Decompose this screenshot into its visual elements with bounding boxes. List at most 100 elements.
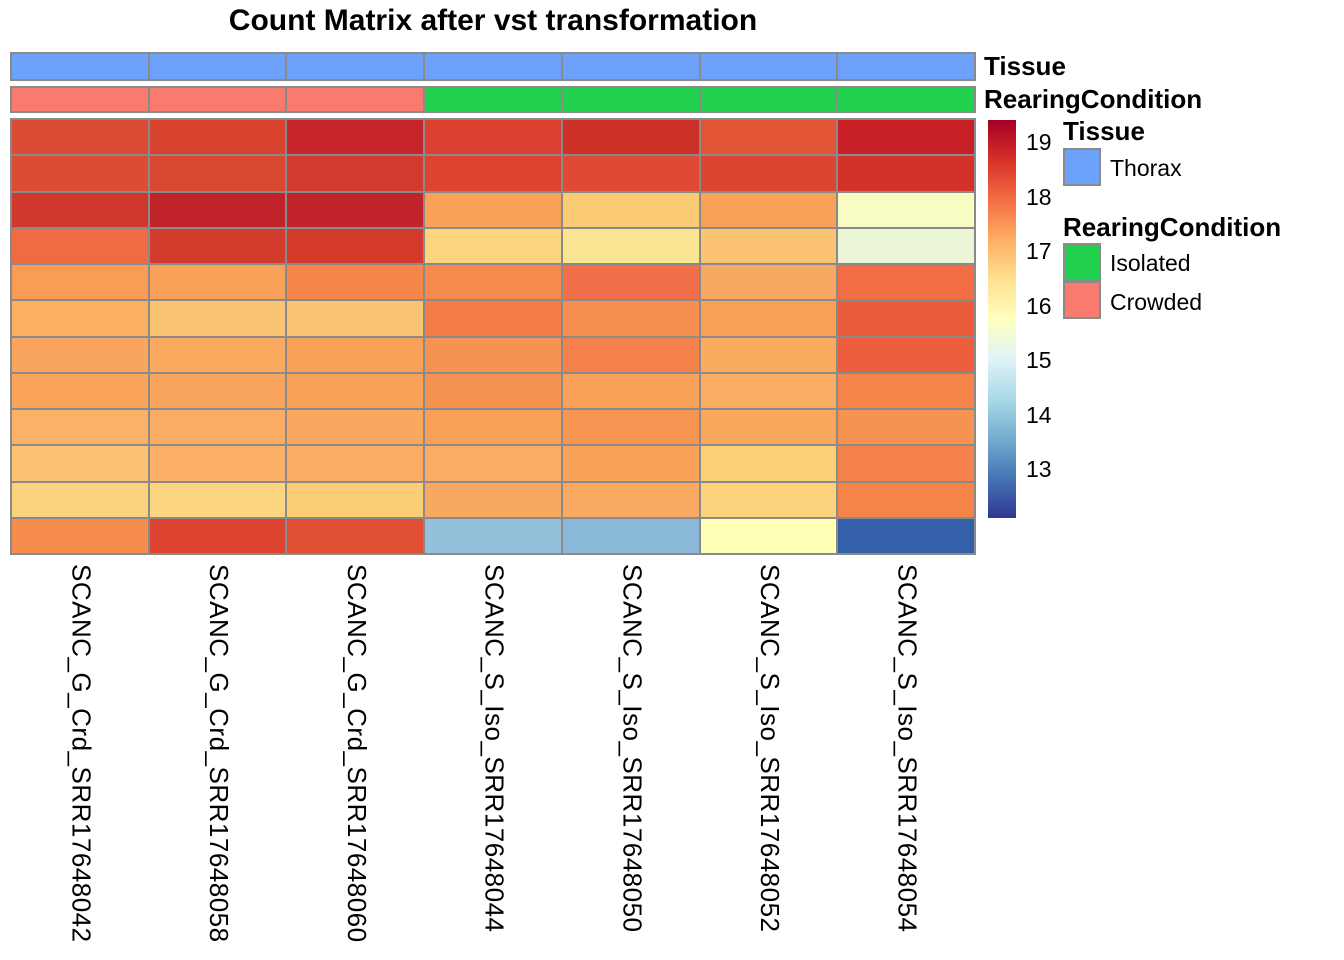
column-label: SCANC_S_Iso_SRR17648054: [892, 564, 923, 933]
annotation-cell-tissue-thorax: [425, 54, 561, 79]
heatmap-cell: [149, 373, 286, 408]
legend-swatch-isolated: [1063, 243, 1101, 281]
heatmap-cell: [287, 482, 424, 517]
heatmap-cell: [287, 518, 424, 553]
heatmap-cell: [838, 192, 974, 227]
heatmap-cell: [12, 482, 148, 517]
heatmap-cell: [700, 120, 837, 155]
colorbar-tick-label: 17: [1026, 238, 1052, 264]
colorbar-tick-label: 14: [1026, 401, 1052, 428]
heatmap-cell: [287, 337, 424, 372]
heatmap-cell: [149, 482, 286, 517]
heatmap-cell: [700, 446, 837, 481]
colorbar-tick-label: 19: [1026, 129, 1052, 155]
heatmap-cell: [700, 156, 837, 191]
annotation-cell-tissue-thorax: [562, 54, 699, 79]
heatmap-cell: [562, 301, 699, 336]
heatmap-cell: [562, 373, 699, 408]
heatmap-cell: [838, 337, 974, 372]
heatmap-cell: [425, 446, 561, 481]
legend-label-crowded: Crowded: [1110, 289, 1203, 315]
heatmap-cell: [838, 120, 974, 155]
heatmap-cell: [12, 120, 148, 155]
heatmap-cell: [700, 410, 837, 445]
heatmap-cell: [12, 518, 148, 553]
heatmap-cell: [425, 518, 561, 553]
annotation-cell-rearingcondition-isolated: [838, 88, 974, 111]
legend-title-rearingcondition: RearingCondition: [1063, 212, 1282, 242]
heatmap-cell: [838, 373, 974, 408]
heatmap-cell: [562, 337, 699, 372]
heatmap-cell: [700, 192, 837, 227]
heatmap-cell: [149, 120, 286, 155]
heatmap-cell: [12, 265, 148, 300]
heatmap-cell: [700, 265, 837, 300]
legend-label-thorax: Thorax: [1110, 155, 1182, 181]
annotation-track-label-rearingcondition: RearingCondition: [984, 84, 1203, 114]
heatmap-cell: [700, 337, 837, 372]
legend-swatch-crowded: [1063, 281, 1101, 319]
annotation-track-label-tissue: Tissue: [984, 51, 1066, 81]
annotation-cell-rearingcondition-crowded: [149, 88, 286, 111]
heatmap-cell: [838, 156, 974, 191]
heatmap-cell: [425, 156, 561, 191]
column-label: SCANC_S_Iso_SRR17648050: [617, 564, 648, 933]
colorbar: [988, 120, 1016, 518]
heatmap-cell: [562, 410, 699, 445]
page-title: Count Matrix after vst transformation: [228, 4, 758, 37]
heatmap-cell: [562, 192, 699, 227]
legend-title-tissue: Tissue: [1063, 116, 1145, 146]
heatmap-cell: [287, 410, 424, 445]
annotation-cell-rearingcondition-isolated: [700, 88, 837, 111]
heatmap-cell: [12, 446, 148, 481]
heatmap-cell: [700, 301, 837, 336]
heatmap-cell: [838, 301, 974, 336]
heatmap-cell: [149, 156, 286, 191]
annotation-track-tissue: [10, 52, 976, 81]
heatmap-cell: [425, 373, 561, 408]
heatmap-cell: [562, 446, 699, 481]
heatmap-cell: [425, 482, 561, 517]
heatmap-cell: [12, 373, 148, 408]
heatmap-cell: [562, 120, 699, 155]
heatmap-cell: [425, 265, 561, 300]
annotation-track-rearingcondition: [10, 86, 976, 113]
colorbar-tick-label: 18: [1026, 183, 1052, 210]
annotation-cell-tissue-thorax: [838, 54, 974, 79]
heatmap-cell: [287, 192, 424, 227]
column-label: SCANC_S_Iso_SRR17648044: [479, 564, 510, 933]
heatmap-cell: [12, 301, 148, 336]
heatmap-cell: [562, 482, 699, 517]
column-label: SCANC_G_Crd_SRR17648060: [341, 564, 372, 943]
heatmap-cell: [700, 482, 837, 517]
heatmap-cell: [425, 228, 561, 263]
heatmap-cell: [287, 120, 424, 155]
heatmap-cell: [562, 265, 699, 300]
heatmap-cell: [425, 410, 561, 445]
heatmap-grid: [10, 118, 976, 555]
heatmap-cell: [149, 337, 286, 372]
heatmap-cell: [425, 192, 561, 227]
annotation-cell-rearingcondition-isolated: [425, 88, 561, 111]
heatmap-cell: [700, 228, 837, 263]
heatmap-cell: [149, 265, 286, 300]
heatmap-cell: [700, 373, 837, 408]
heatmap-cell: [838, 265, 974, 300]
annotation-cell-tissue-thorax: [700, 54, 837, 79]
heatmap-cell: [287, 446, 424, 481]
heatmap-cell: [149, 301, 286, 336]
heatmap-cell: [425, 301, 561, 336]
heatmap-cell: [838, 410, 974, 445]
annotation-cell-tissue-thorax: [149, 54, 286, 79]
column-label: SCANC_G_Crd_SRR17648042: [66, 564, 97, 943]
heatmap-cell: [562, 228, 699, 263]
heatmap-cell: [838, 482, 974, 517]
colorbar-tick-label: 15: [1026, 347, 1052, 373]
legend-swatch-thorax: [1063, 148, 1101, 186]
heatmap-cell: [838, 518, 974, 553]
heatmap-cell: [287, 373, 424, 408]
heatmap-cell: [149, 410, 286, 445]
heatmap-cell: [12, 192, 148, 227]
legend-label-isolated: Isolated: [1110, 250, 1191, 276]
annotation-cell-rearingcondition-isolated: [562, 88, 699, 111]
